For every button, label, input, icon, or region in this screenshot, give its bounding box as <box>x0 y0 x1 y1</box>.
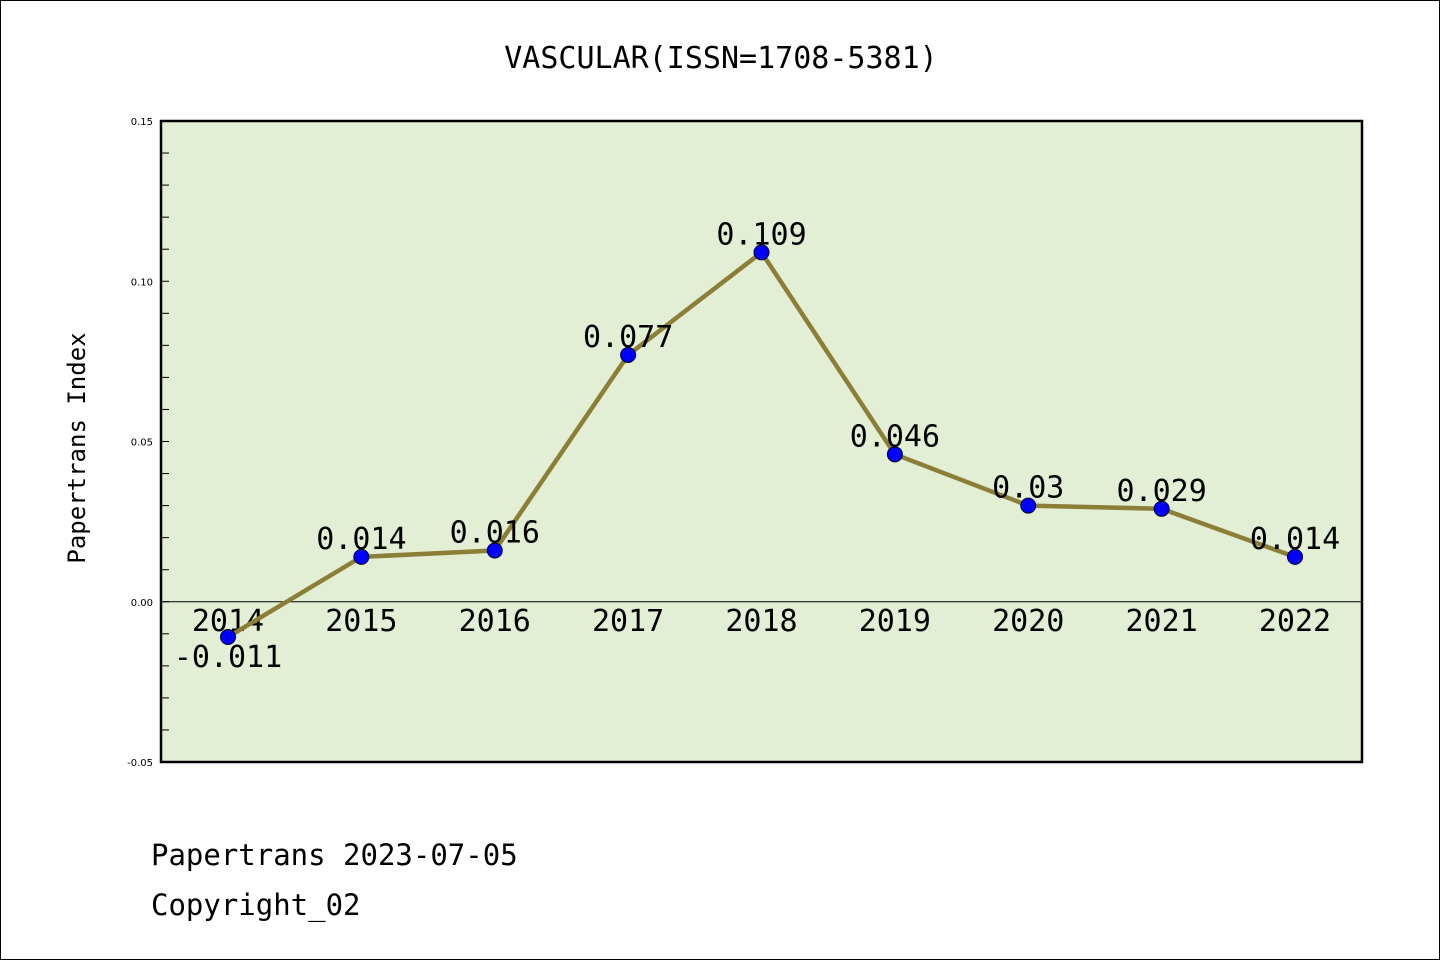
data-point <box>1153 500 1170 517</box>
x-tick-label: 2019 <box>859 604 931 639</box>
x-tick-label: 2020 <box>992 604 1064 639</box>
data-label: 0.046 <box>850 419 940 454</box>
x-tick-label: 2018 <box>725 604 797 639</box>
data-point <box>753 244 770 261</box>
y-tick-label: 0.10 <box>131 277 153 288</box>
data-label: -0.011 <box>174 640 282 675</box>
y-axis-ticks: 0.15 0.10 0.05 0.00 -0.05 <box>127 117 169 769</box>
x-tick-label: 2015 <box>325 604 397 639</box>
data-label: 0.014 <box>316 522 406 557</box>
y-tick-label: 0.00 <box>131 598 153 609</box>
data-label: 0.016 <box>450 515 540 550</box>
x-axis-tick-labels: 2014 2015 2016 2017 2018 2019 2020 2021 2022 <box>192 604 1331 639</box>
data-label: 0.077 <box>583 320 673 355</box>
data-point <box>1020 497 1037 514</box>
data-labels: -0.011 0.014 0.016 0.077 0.109 0.046 0.03 0.029… <box>174 217 1340 675</box>
x-tick-label: 2021 <box>1126 604 1198 639</box>
data-point <box>886 446 903 463</box>
data-point <box>353 548 370 565</box>
x-tick-label: 2017 <box>592 604 664 639</box>
data-label: 0.03 <box>992 471 1064 506</box>
data-point <box>486 542 503 559</box>
data-label: 0.029 <box>1116 474 1206 509</box>
footer-date: Papertrans 2023-07-05 <box>151 838 518 872</box>
data-point <box>220 629 236 646</box>
data-markers <box>220 244 1303 646</box>
data-point <box>1287 548 1303 565</box>
y-tick-label: 0.05 <box>131 438 153 449</box>
x-tick-label: 2022 <box>1259 604 1331 639</box>
plot-border <box>159 119 1364 764</box>
footer-copyright: Copyright_02 <box>151 888 361 923</box>
chart-title: VASCULAR(ISSN=1708-5381) <box>504 41 937 76</box>
plot-area <box>161 121 1362 762</box>
data-label: 0.014 <box>1250 522 1340 557</box>
x-tick-label: 2016 <box>459 604 531 639</box>
y-tick-label: -0.05 <box>127 758 153 769</box>
data-point <box>620 346 637 363</box>
data-label: 0.109 <box>716 217 806 252</box>
y-axis-label: Papertrans Index <box>63 332 91 563</box>
y-tick-label: 0.15 <box>131 117 153 128</box>
